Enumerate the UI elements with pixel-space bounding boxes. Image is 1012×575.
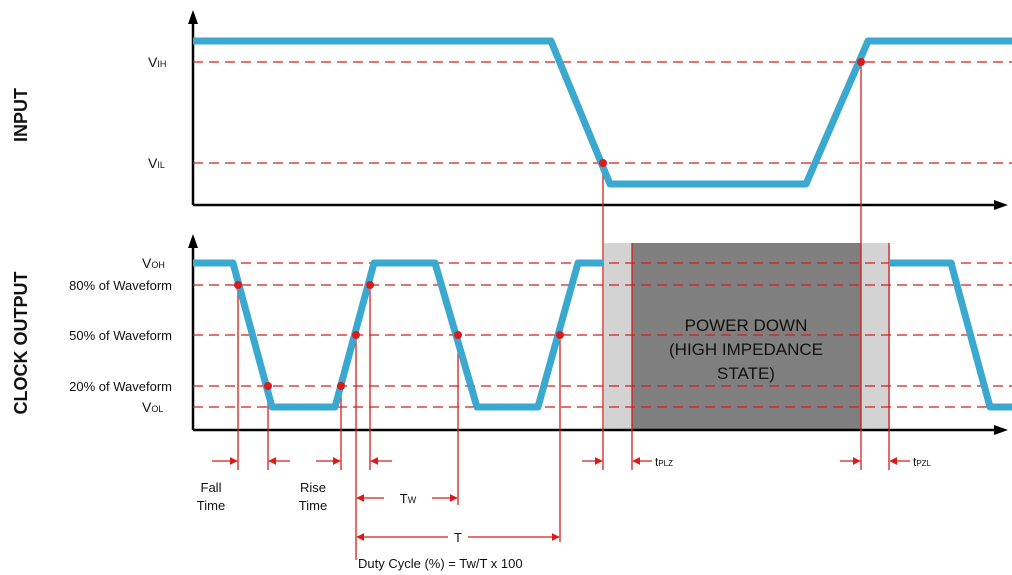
input-x-axis-arrow: [994, 200, 1008, 210]
power-down-inner-band: [632, 243, 861, 430]
marker-fall-50: [454, 331, 462, 339]
t-label: T: [454, 530, 462, 545]
output-axes: [188, 234, 1008, 435]
rise-time-label-line1: Rise: [300, 480, 326, 495]
tw-label-sub: W: [408, 495, 417, 505]
marker-fall-20: [264, 382, 272, 390]
input-waveform: [193, 37, 1012, 188]
voh-label: VOH: [142, 255, 165, 271]
vol-label-main: V: [142, 399, 152, 415]
tpzl-label-sub: PZL: [916, 459, 931, 468]
reference-lines: [237, 62, 890, 560]
p20-label: 20% of Waveform: [69, 379, 172, 394]
timing-arrows: [212, 457, 910, 541]
duty-cycle-formula: Duty Cycle (%) = Tw/T x 100: [358, 556, 523, 571]
vih-label-sub: IH: [157, 59, 166, 69]
power-down-region: POWER DOWN (HIGH IMPEDANCE STATE): [604, 243, 890, 430]
vil-label-sub: IL: [157, 160, 165, 170]
vol-label: VOL: [142, 399, 163, 415]
voh-label-sub: OH: [151, 260, 165, 270]
marker-input-vih: [857, 58, 865, 66]
marker-rise-20: [337, 382, 345, 390]
vil-label-main: V: [148, 155, 158, 171]
clock-output-waveform-a: [193, 259, 604, 411]
marker-rise-50: [352, 331, 360, 339]
tplz-label-sub: PLZ: [658, 459, 673, 468]
clock-output-row-label: CLOCK OUTPUT: [11, 272, 31, 415]
input-row-label: INPUT: [11, 88, 31, 142]
power-down-line1: POWER DOWN: [685, 316, 808, 335]
input-y-axis-arrow: [188, 10, 198, 24]
marker-fall-80: [234, 281, 242, 289]
vih-label: VIH: [148, 54, 166, 70]
power-down-line2: (HIGH IMPEDANCE: [669, 340, 823, 359]
tplz-label-main: t: [655, 455, 659, 469]
vih-label-main: V: [148, 54, 158, 70]
vil-label: VIL: [148, 155, 165, 171]
input-axes: [188, 10, 1008, 210]
fall-time-label-line1: Fall: [201, 480, 222, 495]
tplz-label: tPLZ: [655, 455, 673, 469]
output-y-axis-arrow: [188, 234, 198, 248]
p50-label: 50% of Waveform: [69, 328, 172, 343]
vol-label-sub: OL: [151, 404, 163, 414]
output-x-axis-arrow: [994, 425, 1008, 435]
marker-input-vil: [599, 159, 607, 167]
p80-label: 80% of Waveform: [69, 278, 172, 293]
crossing-markers: [234, 58, 865, 390]
fall-time-label-line2: Time: [197, 498, 225, 513]
tpzl-label-main: t: [913, 455, 917, 469]
tw-label-main: T: [400, 491, 408, 506]
marker-rise-80: [366, 281, 374, 289]
rise-time-label-line2: Time: [299, 498, 327, 513]
clock-output-waveform-b: [889, 259, 1012, 411]
tw-label: TW: [400, 491, 417, 506]
voh-label-main: V: [142, 255, 152, 271]
power-down-line3: STATE): [717, 364, 775, 383]
tpzl-label: tPZL: [913, 455, 932, 469]
marker-rise2-50: [556, 331, 564, 339]
